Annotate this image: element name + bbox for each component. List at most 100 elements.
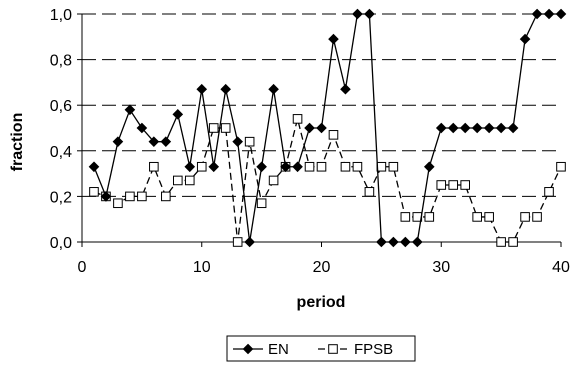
point-en-2 [100,191,112,202]
point-en-16 [268,83,279,95]
legend-marker-fpsb [328,344,338,354]
point-fpsb-33 [472,212,482,222]
point-fpsb-24 [364,187,375,197]
y-tick-label-1: 0,2 [50,189,72,206]
point-en-36 [507,122,519,134]
point-fpsb-26 [388,161,399,172]
point-fpsb-25 [376,161,387,172]
tick-labels: 0,0 0,2 0,4 0,6 0,8 1,0 0 10 20 30 40 [50,7,570,276]
point-en-25 [376,236,387,248]
point-en-4 [124,104,136,116]
point-fpsb-21 [328,130,339,140]
point-en-8 [172,109,184,120]
point-fpsb-3 [113,198,123,209]
point-fpsb-13 [232,237,243,247]
point-en-7 [160,136,172,147]
y-tick-label-3: 0,6 [50,98,72,115]
point-en-10 [196,83,208,95]
point-en-40 [555,8,567,20]
point-fpsb-11 [208,123,219,133]
point-fpsb-34 [484,212,494,222]
legend: EN FPSB [226,335,416,362]
series-line-fpsb [93,118,562,243]
point-fpsb-40 [556,161,566,172]
point-en-6 [148,136,160,147]
point-en-39 [543,8,555,20]
point-en-5 [136,122,148,134]
point-en-22 [340,83,351,95]
point-en-26 [388,236,399,248]
point-en-17 [280,161,291,173]
point-en-34 [483,122,495,134]
point-en-38 [531,8,543,20]
point-fpsb-37 [520,212,530,222]
point-fpsb-12 [220,123,231,133]
series-line-en [93,13,561,243]
x-tick-label-0: 0 [78,259,87,276]
point-en-14 [244,236,255,248]
legend-marker-en [242,343,254,355]
point-fpsb-39 [544,187,554,197]
point-en-23 [352,8,363,20]
legend-item-en: EN [233,341,289,358]
point-fpsb-36 [508,237,518,247]
y-tick-label-4: 0,8 [50,53,72,70]
point-fpsb-29 [424,212,435,222]
point-fpsb-30 [436,180,447,190]
point-en-32 [459,122,471,134]
point-fpsb-14 [244,136,255,147]
point-en-31 [447,122,459,134]
point-en-1 [88,161,100,173]
y-tick-label-2: 0,4 [50,144,72,161]
point-fpsb-5 [137,191,147,202]
x-tick-label-4: 40 [552,259,570,276]
series-en [88,8,567,248]
x-tick-label-1: 10 [193,259,211,276]
point-en-13 [232,136,243,147]
point-en-12 [220,83,232,95]
point-fpsb-35 [496,237,506,247]
point-fpsb-27 [400,212,411,222]
point-en-35 [495,122,507,134]
axes [77,13,562,247]
y-axis-title: fraction [9,113,26,172]
point-en-21 [328,33,339,45]
point-fpsb-4 [125,191,135,202]
point-fpsb-9 [184,175,195,186]
point-fpsb-16 [268,175,279,186]
legend-label-en: EN [268,341,289,358]
x-axis-title: period [297,294,346,311]
point-fpsb-1 [89,187,99,197]
point-fpsb-20 [316,161,327,172]
x-tick-label-3: 30 [432,259,450,276]
y-tick-label-0: 0,0 [50,235,72,252]
point-fpsb-18 [292,114,303,124]
point-en-15 [256,161,267,173]
series-fpsb [89,114,566,247]
point-fpsb-8 [173,175,183,186]
legend-item-fpsb: FPSB [318,341,393,358]
point-fpsb-19 [304,161,315,172]
legend-label-fpsb: FPSB [354,341,393,358]
point-en-27 [400,236,411,248]
x-tick-label-2: 20 [313,259,331,276]
point-fpsb-31 [448,180,459,190]
point-en-9 [184,161,196,173]
point-fpsb-10 [196,161,207,172]
point-en-37 [519,33,531,45]
point-fpsb-15 [256,198,267,209]
point-en-24 [364,8,375,20]
point-en-29 [423,161,435,173]
point-en-18 [292,161,303,173]
y-tick-label-5: 1,0 [50,7,72,24]
series-group [88,8,567,248]
point-en-3 [112,136,124,147]
point-en-19 [304,122,315,134]
point-fpsb-38 [532,212,542,222]
point-en-30 [435,122,447,134]
point-fpsb-32 [460,180,470,190]
point-en-28 [411,236,423,248]
point-en-11 [208,161,220,173]
